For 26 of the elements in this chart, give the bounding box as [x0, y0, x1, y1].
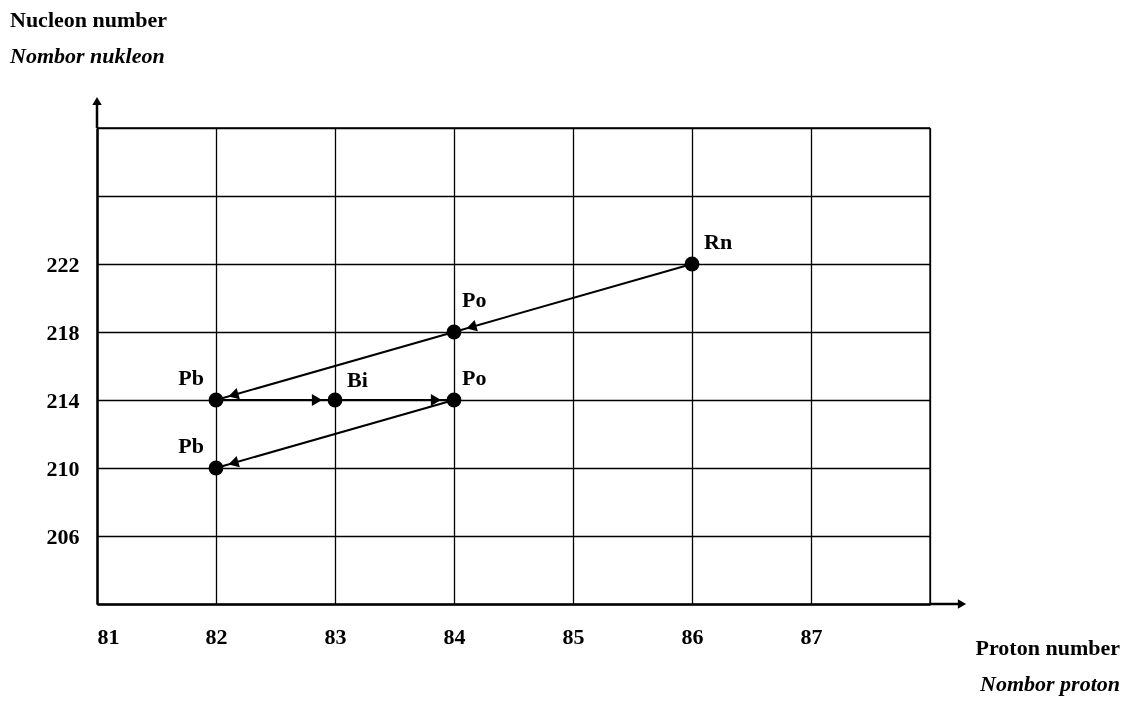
point	[446, 324, 462, 340]
y-tick-label: 218	[46, 319, 80, 345]
annotation: Pb	[178, 365, 204, 390]
annotation: Po	[462, 365, 487, 390]
point	[684, 256, 700, 272]
point	[327, 392, 343, 408]
y-tick-label: 214	[46, 387, 80, 413]
y-axis-title: Nucleon number Nombor nukleon	[9, 7, 168, 68]
y-tick-label: 210	[46, 455, 80, 481]
point	[208, 460, 224, 476]
x-tick-label: 87	[800, 623, 823, 649]
y-tick-label: 206	[46, 523, 80, 549]
x-tick-label: 84	[443, 623, 466, 649]
point	[208, 392, 224, 408]
point	[446, 392, 462, 408]
annotation: Pb	[178, 433, 204, 458]
x-axis-title: Proton number Nombor proton	[975, 635, 1121, 696]
x-tick-label: 85	[562, 623, 585, 649]
annotation: Po	[462, 287, 487, 312]
x-tick-label: 86	[681, 623, 704, 649]
x-tick-label: 82	[205, 623, 228, 649]
annotation: Bi	[347, 367, 368, 392]
annotation: Rn	[704, 229, 733, 254]
x-tick-label: 83	[324, 623, 347, 649]
x-tick-label: 81	[97, 623, 120, 649]
y-tick-label: 222	[46, 251, 80, 277]
